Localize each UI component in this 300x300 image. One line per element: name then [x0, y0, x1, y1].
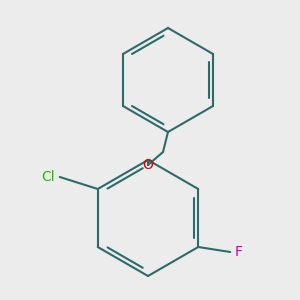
Text: O: O	[142, 158, 153, 172]
Text: Cl: Cl	[41, 170, 55, 184]
Text: F: F	[234, 245, 242, 259]
